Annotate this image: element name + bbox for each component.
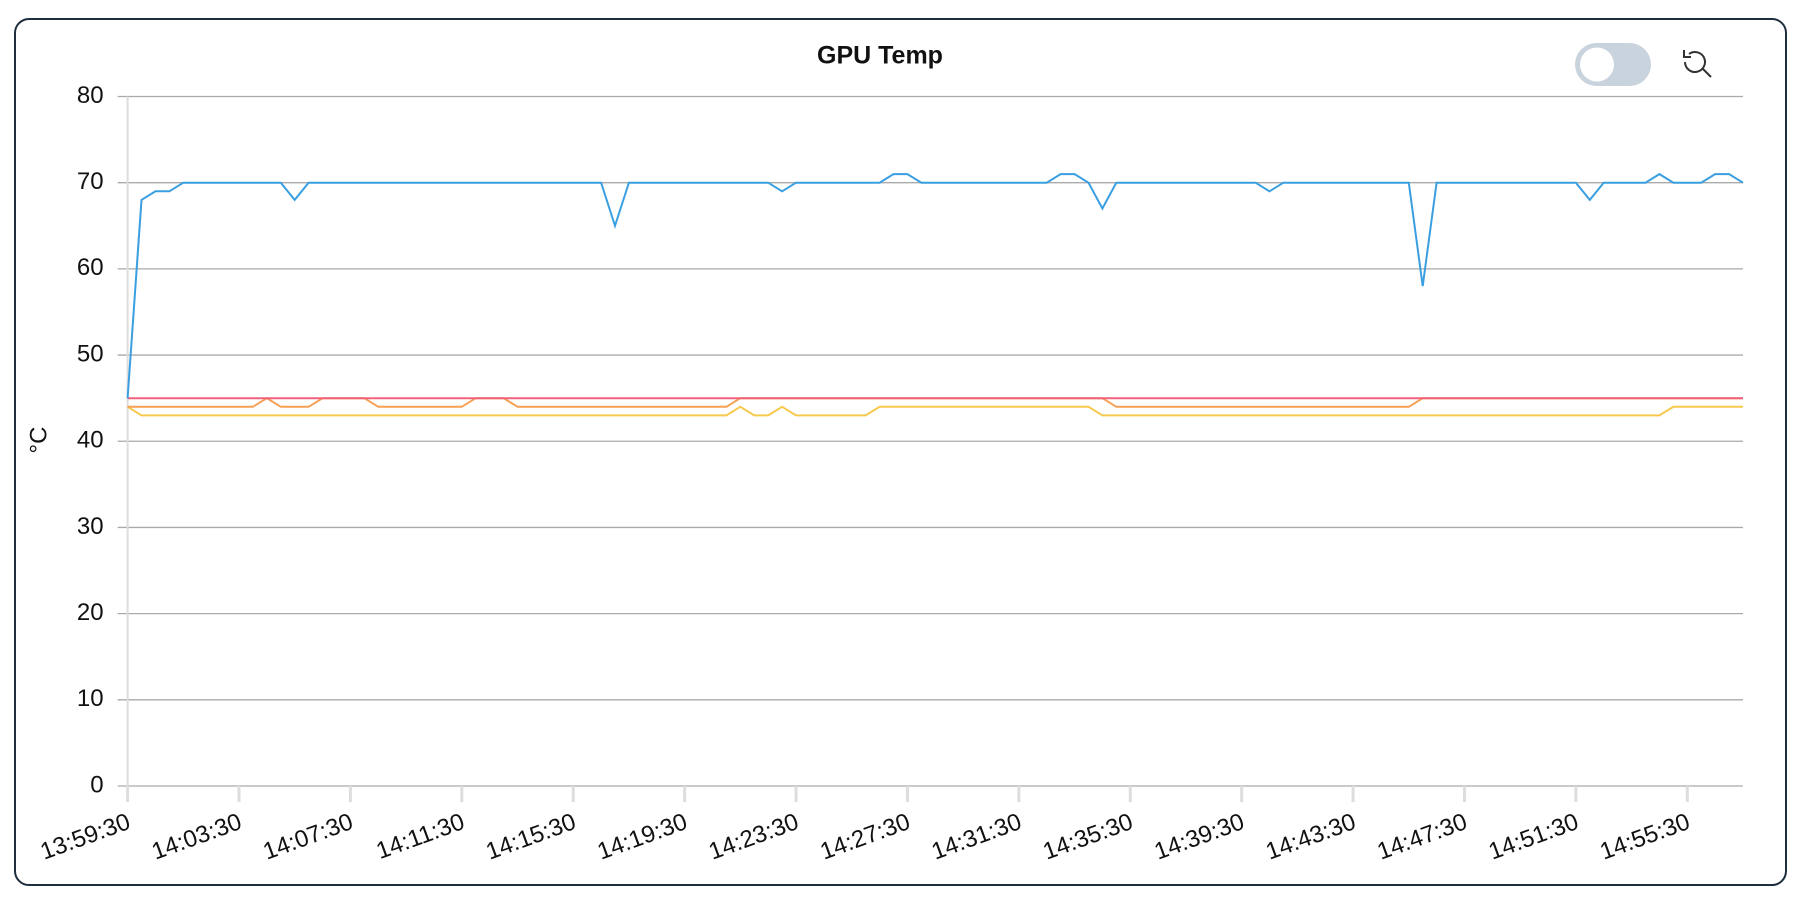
y-tick-label: 0 — [90, 771, 103, 798]
y-tick-label: 20 — [77, 599, 104, 626]
reset-zoom[interactable] — [1683, 50, 1712, 78]
y-tick-label: 40 — [77, 427, 104, 454]
y-axis-label: °C — [25, 427, 52, 454]
reset-handle[interactable] — [1702, 68, 1712, 78]
y-tick-label: 50 — [77, 340, 104, 367]
y-tick-label: 80 — [77, 82, 104, 109]
toggle-knob[interactable] — [1580, 47, 1614, 82]
y-tick-label: 10 — [77, 685, 104, 712]
series-line — [126, 172, 1744, 399]
card — [14, 18, 1787, 886]
reset-arrow[interactable] — [1683, 50, 1691, 58]
chart-title: GPU Temp — [817, 42, 943, 70]
series-line — [127, 405, 1743, 417]
reset-arc[interactable] — [1684, 51, 1706, 73]
y-tick-label: 30 — [77, 513, 104, 540]
y-tick-label: 70 — [77, 168, 104, 195]
y-tick-label: 60 — [77, 254, 104, 281]
toggle[interactable] — [1575, 43, 1651, 86]
